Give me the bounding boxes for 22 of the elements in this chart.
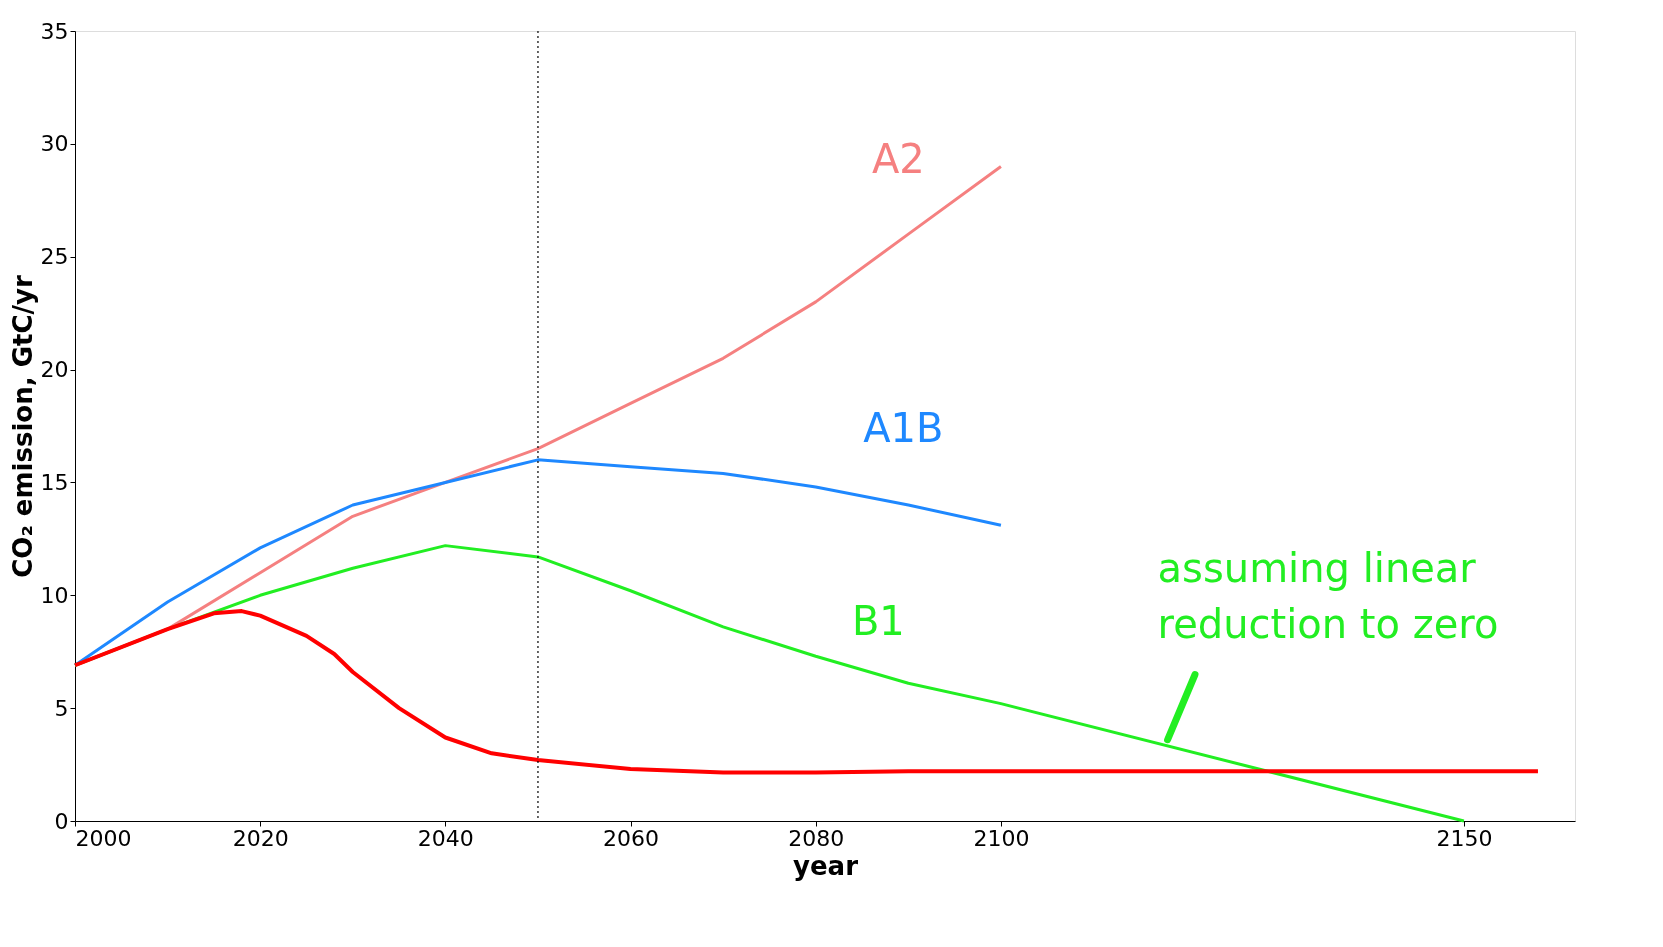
x-tick-label: 2150 <box>1436 825 1493 851</box>
y-tick-label: 25 <box>40 244 69 270</box>
y-tick-label: 35 <box>40 18 69 44</box>
x-axis-title: year <box>793 850 859 881</box>
series-label: A2 <box>871 136 925 183</box>
line-series <box>73 458 1003 667</box>
y-tick-label: 5 <box>54 695 69 721</box>
series-label: A1B <box>863 405 944 451</box>
y-tick-label: 10 <box>40 582 69 608</box>
y-tick-label: 30 <box>40 131 69 157</box>
x-tick-label: 2020 <box>232 825 289 851</box>
y-tick-label: 20 <box>40 357 69 383</box>
x-tick-label: 2040 <box>417 825 474 851</box>
series-label: B1 <box>851 598 905 645</box>
x-tick-label: 2100 <box>973 825 1030 851</box>
y-tick-label: 15 <box>40 469 69 495</box>
y-axis-title: CO₂ emission, GtC/yr <box>7 275 38 578</box>
annotation: assuming linear reduction to zero <box>1157 544 1499 647</box>
y-tick-label: 0 <box>54 808 69 834</box>
x-tick-label: 2080 <box>788 825 845 851</box>
x-tick-label: 2000 <box>75 825 132 851</box>
x-tick-label: 2060 <box>603 825 660 851</box>
